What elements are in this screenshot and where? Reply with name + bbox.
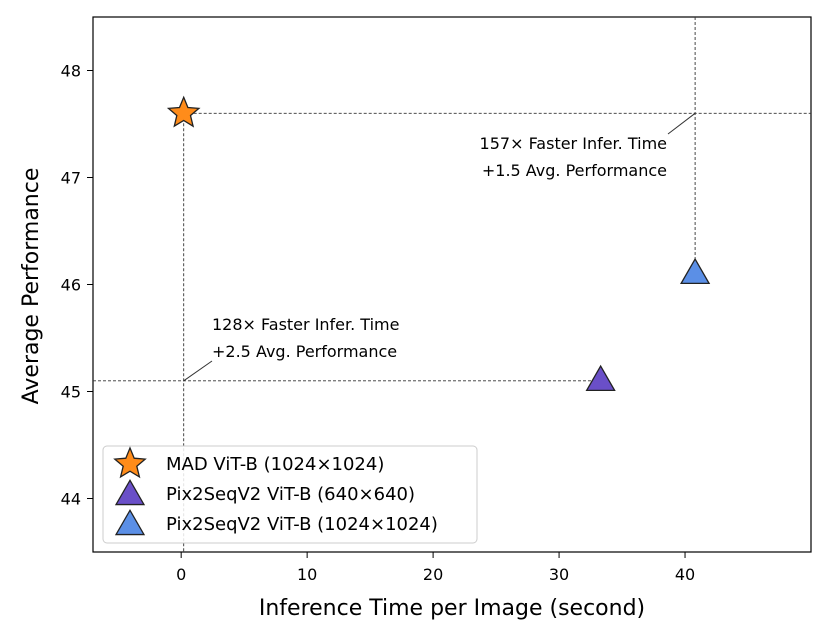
x-axis-ticks: 0 10 20 30 40 bbox=[176, 552, 695, 584]
x-tick-label-2: 20 bbox=[423, 565, 443, 584]
annotation-2-leader bbox=[183, 360, 213, 382]
legend: MAD ViT-B (1024×1024) Pix2SeqV2 ViT-B (6… bbox=[102, 445, 478, 544]
y-tick-label-0: 44 bbox=[61, 490, 81, 509]
annotation-leaders bbox=[183, 112, 696, 382]
y-axis-label: Average Performance bbox=[19, 168, 44, 405]
y-axis-ticks: 44 45 46 47 48 bbox=[61, 62, 93, 509]
annotation-1-line2: +1.5 Avg. Performance bbox=[482, 161, 667, 180]
x-tick-label-3: 30 bbox=[549, 565, 569, 584]
x-tick-label-0: 0 bbox=[176, 565, 186, 584]
point-pix2seqv2-vit-b-1024 bbox=[680, 257, 711, 285]
legend-label-pix2seq-640: Pix2SeqV2 ViT-B (640×640) bbox=[166, 484, 415, 505]
y-tick-label-4: 48 bbox=[61, 62, 81, 81]
y-tick-label-2: 46 bbox=[61, 276, 81, 295]
legend-label-mad: MAD ViT-B (1024×1024) bbox=[166, 454, 384, 475]
data-markers bbox=[166, 95, 711, 392]
legend-marker-pix2seq-640 bbox=[114, 478, 146, 506]
x-axis-label: Inference Time per Image (second) bbox=[259, 596, 645, 621]
legend-marker-mad bbox=[113, 446, 147, 479]
annotation-1-line1: 157× Faster Infer. Time bbox=[480, 134, 667, 153]
x-tick-label-4: 40 bbox=[675, 565, 695, 584]
y-tick-label-3: 47 bbox=[61, 169, 81, 188]
annotation-1-leader bbox=[667, 112, 696, 135]
annotation-2-line1: 128× Faster Infer. Time bbox=[212, 315, 399, 334]
x-tick-label-1: 10 bbox=[297, 565, 317, 584]
legend-frame bbox=[102, 445, 478, 544]
annotation-2-line2: +2.5 Avg. Performance bbox=[212, 342, 397, 361]
point-mad-vit-b-1024 bbox=[166, 95, 201, 128]
legend-marker-pix2seq-1024 bbox=[114, 508, 146, 536]
legend-label-pix2seq-1024: Pix2SeqV2 ViT-B (1024×1024) bbox=[166, 514, 438, 535]
legend-markers bbox=[113, 446, 147, 536]
y-tick-label-1: 45 bbox=[61, 383, 81, 402]
point-pix2seqv2-vit-b-640 bbox=[585, 364, 616, 392]
